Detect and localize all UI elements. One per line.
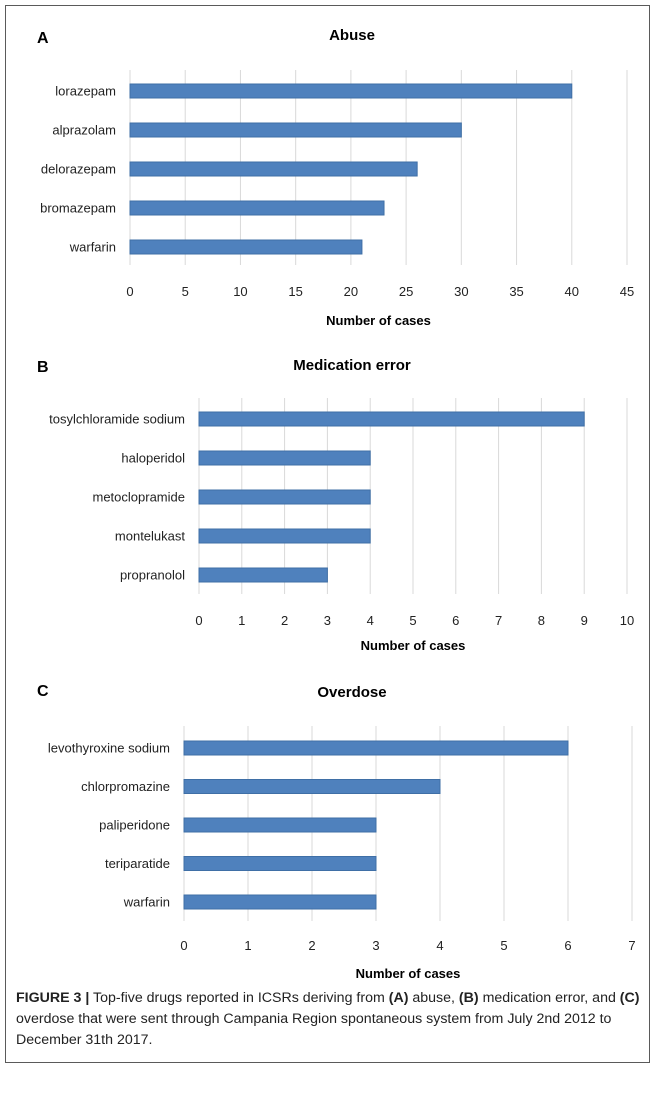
category-label-c-5: warfarin (123, 895, 170, 910)
category-label-c-3: paliperidone (99, 818, 170, 833)
category-label-c-2: chlorpromazine (81, 779, 170, 794)
category-label-c-4: teriparatide (105, 856, 170, 871)
x-tick-label-b-4: 4 (367, 613, 374, 628)
bar-c-1 (183, 740, 569, 756)
chart-title-c: Overdose (317, 684, 386, 701)
x-tick-label-a-25: 25 (399, 284, 413, 299)
x-tick-label-a-0: 0 (126, 284, 133, 299)
x-tick-label-b-10: 10 (620, 613, 634, 628)
bar-a-4 (129, 200, 385, 216)
x-tick-label-c-2: 2 (308, 938, 315, 953)
caption-ref-c: (C) (619, 990, 640, 1006)
bar-b-1 (198, 411, 585, 427)
category-label-a-4: bromazepam (40, 201, 116, 216)
x-tick-label-a-40: 40 (565, 284, 579, 299)
caption-ref-a: (A) (388, 990, 409, 1006)
caption-ref-b: (B) (458, 990, 479, 1006)
x-tick-label-a-10: 10 (233, 284, 247, 299)
x-tick-label-a-30: 30 (454, 284, 468, 299)
bar-c-4 (183, 856, 377, 871)
x-tick-label-a-5: 5 (182, 284, 189, 299)
bar-b-4 (198, 528, 371, 544)
caption-text-2: abuse, (408, 990, 459, 1006)
bar-c-3 (183, 817, 377, 833)
x-axis-title-b: Number of cases (361, 638, 466, 653)
bar-b-3 (198, 489, 371, 505)
bar-c-5 (183, 894, 377, 910)
figure-frame (5, 5, 650, 1063)
category-label-b-3: metoclopramide (93, 490, 186, 505)
x-tick-label-c-6: 6 (564, 938, 571, 953)
bar-a-3 (129, 161, 418, 177)
bar-a-1 (129, 83, 573, 99)
bar-b-2 (198, 450, 371, 466)
x-tick-label-c-3: 3 (372, 938, 379, 953)
x-tick-label-b-3: 3 (324, 613, 331, 628)
x-tick-label-b-8: 8 (538, 613, 545, 628)
caption-label: FIGURE 3 | (16, 990, 90, 1006)
category-label-a-5: warfarin (69, 240, 116, 255)
figure-caption: FIGURE 3 | Top-five drugs reported in IC… (16, 988, 641, 1051)
category-label-a-3: delorazepam (41, 162, 116, 177)
category-label-b-2: haloperidol (121, 451, 185, 466)
caption-text-4: overdose that were sent through Campania… (16, 1011, 612, 1048)
panel-letter-a: A (37, 30, 49, 47)
x-axis-title-a: Number of cases (326, 313, 431, 328)
x-tick-label-b-1: 1 (238, 613, 245, 628)
bar-a-2 (129, 122, 462, 138)
x-tick-label-c-4: 4 (436, 938, 443, 953)
bar-c-2 (183, 779, 441, 794)
x-axis-title-c: Number of cases (356, 966, 461, 980)
bar-a-5 (129, 239, 363, 255)
category-label-a-2: alprazolam (52, 123, 116, 138)
x-tick-label-a-15: 15 (288, 284, 302, 299)
x-tick-label-b-0: 0 (195, 613, 202, 628)
category-label-c-1: levothyroxine sodium (48, 741, 170, 756)
category-label-b-4: montelukast (115, 529, 185, 544)
category-label-b-5: propranolol (120, 568, 185, 583)
x-tick-label-c-1: 1 (244, 938, 251, 953)
x-tick-label-b-5: 5 (409, 613, 416, 628)
x-tick-label-c-5: 5 (500, 938, 507, 953)
category-label-b-1: tosylchloramide sodium (49, 412, 185, 427)
x-tick-label-b-7: 7 (495, 613, 502, 628)
x-tick-label-a-45: 45 (620, 284, 634, 299)
bar-b-5 (198, 567, 328, 583)
panel-letter-b: B (37, 359, 49, 376)
x-tick-label-c-7: 7 (628, 938, 635, 953)
x-tick-label-c-0: 0 (180, 938, 187, 953)
category-label-a-1: lorazepam (55, 84, 116, 99)
x-tick-label-b-6: 6 (452, 613, 459, 628)
x-tick-label-a-35: 35 (509, 284, 523, 299)
x-tick-label-b-9: 9 (581, 613, 588, 628)
caption-text-1: Top-five drugs reported in ICSRs derivin… (89, 990, 389, 1006)
chart-title-a: Abuse (329, 27, 375, 44)
x-tick-label-b-2: 2 (281, 613, 288, 628)
panel-letter-c: C (37, 683, 49, 700)
chart-title-b: Medication error (293, 357, 411, 374)
caption-text-3: medication error, and (478, 990, 620, 1006)
x-tick-label-a-20: 20 (344, 284, 358, 299)
